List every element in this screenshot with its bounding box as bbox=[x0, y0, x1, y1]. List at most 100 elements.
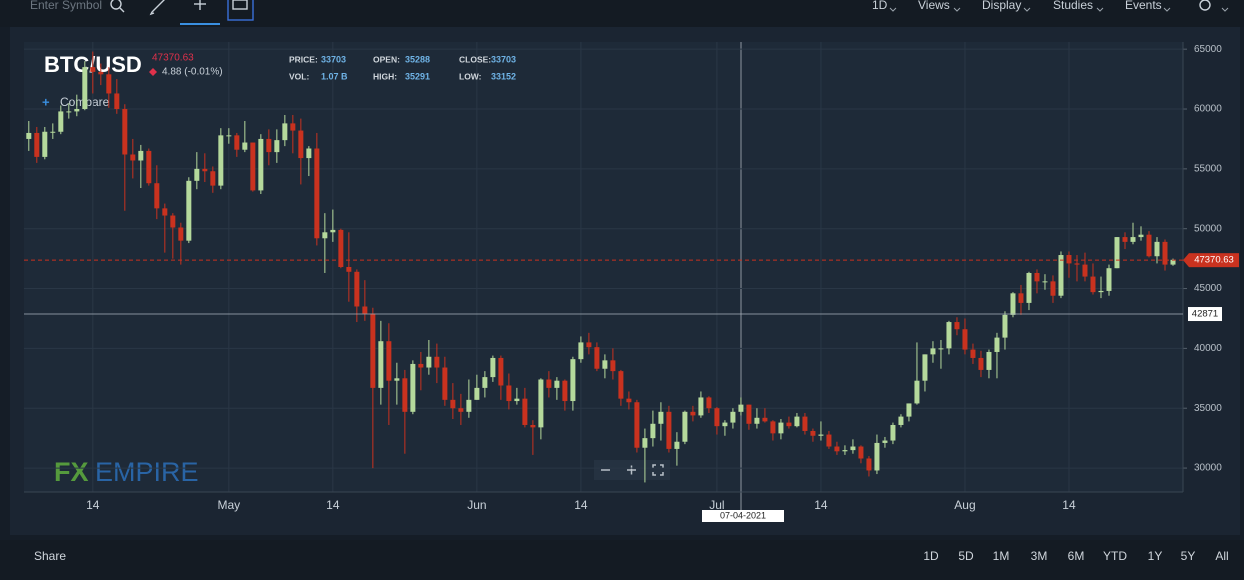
x-tick-label: 14 bbox=[1062, 498, 1076, 512]
candle-body bbox=[922, 354, 928, 381]
price-tag-label: 47370.63 bbox=[1194, 255, 1234, 266]
candle-body bbox=[538, 379, 544, 428]
events-menu[interactable]: Events bbox=[1125, 0, 1162, 12]
change-icon bbox=[149, 68, 157, 76]
range-button[interactable]: All bbox=[1215, 549, 1228, 563]
candle-body bbox=[498, 357, 504, 386]
candle-body bbox=[770, 421, 776, 434]
candle-body bbox=[258, 138, 264, 191]
candle-body bbox=[570, 359, 576, 402]
candle-body bbox=[810, 430, 816, 436]
candle-body bbox=[66, 111, 72, 113]
candle-body bbox=[594, 347, 600, 369]
y-tick-label: 30000 bbox=[1194, 463, 1222, 474]
candle-body bbox=[378, 341, 384, 388]
candle-body bbox=[450, 399, 456, 409]
candle-body bbox=[362, 306, 368, 314]
candle-body bbox=[506, 385, 512, 402]
candle-body bbox=[1122, 237, 1128, 242]
stat-value: 35288 bbox=[405, 54, 430, 64]
y-tick-label: 55000 bbox=[1194, 164, 1222, 175]
range-button[interactable]: 3M bbox=[1031, 549, 1048, 563]
interval-menu[interactable]: 1D bbox=[872, 0, 888, 12]
stat-value: 33703 bbox=[321, 54, 346, 64]
candle-body bbox=[466, 399, 472, 412]
candle-body bbox=[858, 446, 864, 459]
candle-body bbox=[34, 132, 40, 157]
candle-body bbox=[994, 337, 1000, 352]
candle-body bbox=[338, 229, 344, 267]
candle-body bbox=[1050, 281, 1056, 296]
candle-body bbox=[906, 403, 912, 417]
candle-body bbox=[842, 450, 848, 452]
candle-body bbox=[1106, 268, 1112, 291]
candle-body bbox=[874, 442, 880, 471]
candle-body bbox=[778, 422, 784, 434]
price-change: 4.88 (-0.01%) bbox=[162, 67, 223, 78]
crosshair-value: 42871 bbox=[1192, 309, 1218, 320]
candle-body bbox=[562, 380, 568, 402]
range-button[interactable]: 5Y bbox=[1181, 549, 1196, 563]
watermark-fx: FX bbox=[54, 457, 89, 487]
candle-body bbox=[98, 71, 104, 75]
candle-body bbox=[1114, 237, 1120, 269]
symbol-input[interactable]: Enter Symbol bbox=[30, 0, 102, 12]
candle-body bbox=[650, 423, 656, 439]
candle-body bbox=[490, 357, 496, 378]
range-button[interactable]: 1Y bbox=[1148, 549, 1163, 563]
candle-body bbox=[386, 341, 392, 381]
zoom-icons[interactable] bbox=[601, 464, 664, 476]
x-tick-label: Aug bbox=[954, 498, 975, 512]
candle-body bbox=[706, 397, 712, 409]
range-button[interactable]: 5D bbox=[958, 549, 974, 563]
share-button[interactable]: Share bbox=[34, 549, 66, 563]
candle-body bbox=[898, 416, 904, 425]
candle-body bbox=[274, 140, 280, 153]
candle-body bbox=[658, 411, 664, 424]
candle-body bbox=[730, 411, 736, 423]
candle-body bbox=[354, 271, 360, 307]
chevrons bbox=[889, 7, 1229, 12]
candle-body bbox=[514, 398, 520, 402]
y-tick-label: 40000 bbox=[1194, 343, 1222, 354]
range-button[interactable]: 1M bbox=[993, 549, 1010, 563]
candle-body bbox=[882, 440, 888, 443]
y-tick-label: 65000 bbox=[1194, 44, 1222, 55]
candle-body bbox=[1034, 272, 1040, 282]
candle-body bbox=[426, 356, 432, 368]
candle-body bbox=[826, 434, 832, 447]
stat-label: VOL: bbox=[289, 71, 309, 81]
candle-body bbox=[1162, 241, 1168, 265]
toolbar bbox=[0, 0, 1244, 27]
candle-body bbox=[202, 168, 208, 172]
candle-body bbox=[554, 380, 560, 388]
x-tick-label: May bbox=[217, 498, 240, 512]
y-tick-label: 45000 bbox=[1194, 283, 1222, 294]
candle-body bbox=[634, 402, 640, 448]
display-menu[interactable]: Display bbox=[982, 0, 1021, 12]
y-tick-label: 35000 bbox=[1194, 403, 1222, 414]
x-tick-label: 14 bbox=[326, 498, 340, 512]
candle-body bbox=[1026, 272, 1032, 303]
tool-selected bbox=[180, 23, 220, 25]
candle-body bbox=[930, 348, 936, 355]
candle-body bbox=[266, 138, 272, 153]
candle-body bbox=[954, 322, 960, 330]
candle-body bbox=[370, 313, 376, 388]
candle-body bbox=[322, 232, 328, 239]
range-button[interactable]: 6M bbox=[1068, 549, 1085, 563]
range-button[interactable]: YTD bbox=[1103, 549, 1127, 563]
views-menu[interactable]: Views bbox=[918, 0, 950, 12]
x-tick-label: 14 bbox=[86, 498, 100, 512]
y-tick-label: 60000 bbox=[1194, 104, 1222, 115]
candle-body bbox=[154, 183, 160, 209]
candle-body bbox=[42, 131, 48, 157]
candle-body bbox=[690, 411, 696, 416]
studies-menu[interactable]: Studies bbox=[1053, 0, 1093, 12]
candle-body bbox=[1082, 264, 1088, 277]
candle-body bbox=[210, 171, 216, 186]
candle-body bbox=[1010, 293, 1016, 315]
range-button[interactable]: 1D bbox=[923, 549, 939, 563]
candle-body bbox=[418, 363, 424, 368]
